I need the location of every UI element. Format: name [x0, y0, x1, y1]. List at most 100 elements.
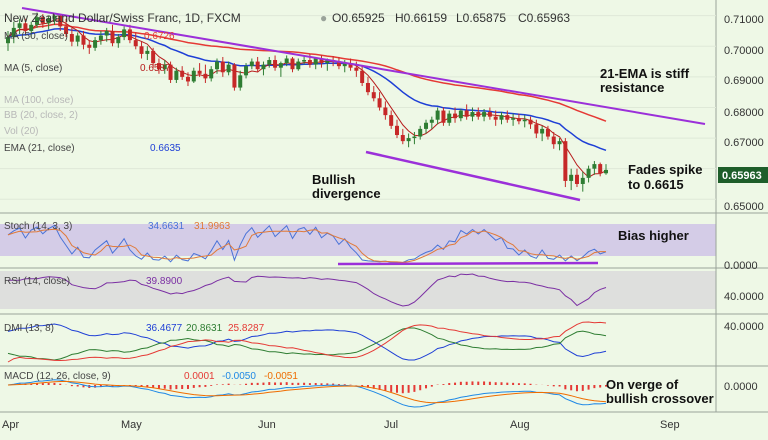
rsi-band: [0, 271, 716, 309]
candle-body: [203, 73, 208, 79]
candle-body: [69, 34, 74, 42]
dmi-legend[interactable]: DMI (13, 8): [4, 323, 54, 334]
candle-body: [93, 40, 98, 48]
price-tick: 0.70000: [724, 45, 764, 57]
stoch-tick: 0.0000: [724, 260, 758, 272]
annotation-macd: On verge of: [606, 377, 679, 392]
rsi-value: 39.8900: [146, 276, 183, 287]
time-label: Aug: [510, 419, 530, 431]
macd-line: [7, 379, 607, 408]
time-axis[interactable]: [0, 412, 768, 440]
candle-body: [458, 110, 463, 119]
candle-body: [598, 164, 603, 174]
candle-body: [255, 61, 260, 70]
candle-body: [23, 23, 28, 31]
candle-body: [342, 63, 347, 67]
gear-icon[interactable]: ●: [320, 11, 327, 25]
candle-body: [429, 119, 434, 123]
ma5-value: 0.6587: [140, 63, 171, 74]
candle-body: [354, 67, 359, 71]
candle-body: [215, 61, 220, 70]
annotation-fades: Fades spike: [628, 162, 702, 177]
candle-body: [499, 115, 504, 120]
candle-body: [325, 60, 330, 64]
candle-body: [122, 29, 127, 38]
price-tick: 0.65000: [724, 201, 764, 213]
candle-body: [191, 70, 196, 82]
dmi-plus-value: 36.4677: [146, 323, 183, 334]
price-tick: 0.67000: [724, 137, 764, 149]
candle-body: [534, 124, 539, 134]
candle-body: [313, 58, 318, 65]
stoch-divergence-line[interactable]: [337, 261, 599, 266]
ma50-value: 0.6726: [144, 31, 175, 42]
rsi-legend[interactable]: RSI (14, close): [4, 276, 70, 287]
macd-signal-value: -0.0051: [264, 371, 298, 382]
candle-body: [64, 26, 69, 35]
candle-body: [249, 61, 254, 67]
macd-legend[interactable]: MACD (12, 26, close, 9): [4, 371, 111, 382]
price-scale[interactable]: [716, 0, 768, 412]
candle-body: [540, 128, 545, 134]
candle-body: [580, 177, 585, 184]
candle-body: [6, 37, 10, 44]
candle-body: [360, 70, 365, 83]
candle-body: [302, 60, 307, 62]
candle-body: [75, 35, 80, 42]
candle-body: [145, 50, 150, 54]
candle-body: [487, 112, 492, 117]
candle-body: [476, 112, 481, 117]
candle-body: [58, 15, 63, 27]
candle-body: [574, 174, 579, 184]
candle-body: [336, 61, 341, 67]
candle-body: [209, 69, 214, 79]
open-value: O0.65925: [332, 11, 385, 25]
annotation-macd: bullish crossover: [606, 391, 714, 406]
candle-body: [557, 141, 562, 145]
candle-body: [156, 63, 161, 70]
candle-body: [441, 110, 446, 123]
candle-body: [447, 113, 452, 123]
support-trendline[interactable]: [365, 150, 581, 202]
candle-body: [516, 118, 521, 122]
candle-body: [139, 46, 144, 54]
candle-body: [116, 37, 121, 44]
hidden-vol-legend[interactable]: Vol (20): [4, 126, 38, 137]
candle-body: [505, 115, 510, 120]
candle-body: [110, 30, 115, 44]
candle-body: [52, 15, 57, 19]
time-label: Jul: [384, 419, 398, 431]
candle-body: [244, 66, 249, 76]
symbol-title: New Zealand Dollar/Swiss Franc, 1D, FXCM: [4, 11, 241, 25]
hidden-ma-legend[interactable]: MA (100, close): [4, 95, 73, 106]
candle-body: [394, 125, 399, 136]
candle-body: [238, 75, 243, 88]
candle-body: [180, 70, 185, 77]
ma50-legend[interactable]: MA (50, close): [4, 31, 68, 42]
candle-body: [383, 107, 388, 116]
candle-body: [162, 64, 167, 70]
dmi-plus-line: [7, 323, 607, 361]
candle-body: [412, 136, 417, 139]
adx-line: [7, 321, 607, 363]
hidden-bb-legend[interactable]: BB (20, close, 2): [4, 110, 78, 121]
stoch-legend[interactable]: Stoch (14, 3, 3): [4, 221, 72, 232]
candle-body: [389, 115, 394, 126]
dmi-tick: 40.0000: [724, 321, 764, 333]
candle-body: [185, 76, 190, 82]
annotation-fades: to 0.6615: [628, 177, 684, 192]
candle-body: [453, 113, 458, 119]
stoch-d-line: [7, 228, 606, 263]
candle-body: [81, 35, 86, 45]
time-label: May: [121, 419, 142, 431]
resistance-trendline[interactable]: [21, 7, 706, 125]
ma5-legend[interactable]: MA (5, close): [4, 63, 62, 74]
candle-body: [87, 44, 92, 48]
low-value: L0.65875: [456, 11, 506, 25]
ema21-legend[interactable]: EMA (21, close): [4, 143, 75, 154]
candle-body: [232, 64, 237, 88]
stoch-d-value: 31.9963: [194, 221, 231, 232]
candle-body: [273, 60, 278, 68]
